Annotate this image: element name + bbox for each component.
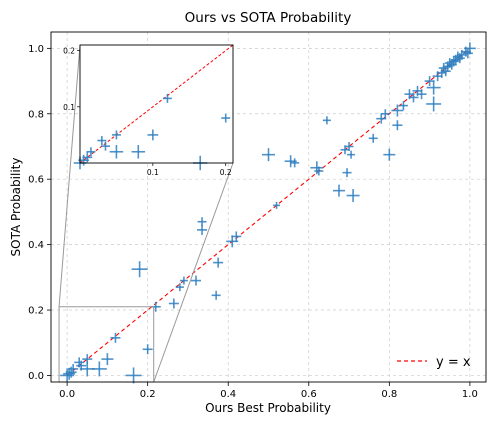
data-point xyxy=(273,201,281,209)
inset-data-point xyxy=(131,145,146,159)
x-tick-label: 0.4 xyxy=(220,389,236,400)
data-point xyxy=(462,48,473,59)
inset-data-point xyxy=(101,141,110,151)
x-tick-label: 1.0 xyxy=(462,389,478,400)
legend: y = x xyxy=(397,355,471,370)
data-point xyxy=(60,368,75,383)
data-point xyxy=(68,363,79,374)
inset-data-point xyxy=(97,136,107,146)
inset-data-point xyxy=(221,113,231,123)
data-point xyxy=(179,276,188,285)
data-point xyxy=(380,109,390,119)
data-point xyxy=(391,104,404,117)
data-point xyxy=(168,298,179,309)
inset-data-point xyxy=(147,129,159,141)
data-point xyxy=(392,120,403,131)
data-point xyxy=(398,101,408,111)
data-point xyxy=(368,133,378,143)
data-point xyxy=(211,290,221,300)
chart-title: Ours vs SOTA Probability xyxy=(185,10,352,26)
inset-frame xyxy=(79,44,234,164)
data-point xyxy=(426,96,442,112)
data-point xyxy=(101,353,114,366)
data-point xyxy=(125,367,142,384)
data-point xyxy=(290,158,300,168)
inset-data-point xyxy=(111,130,121,140)
data-point xyxy=(110,332,121,343)
inset-data-point xyxy=(162,93,172,103)
x-axis-ticks: 0.0 0.2 0.4 0.6 0.8 1.0 xyxy=(59,382,478,400)
data-point xyxy=(131,261,148,278)
data-point xyxy=(213,257,224,268)
y-tick-label: 0.8 xyxy=(28,109,44,120)
inset-plot: 0.1 0.2 0.1 0.2 xyxy=(63,44,234,177)
data-point xyxy=(191,275,201,286)
data-point xyxy=(344,141,354,151)
data-point xyxy=(408,92,419,103)
y-tick-label: 0.4 xyxy=(28,240,44,251)
y-tick-label: 1.0 xyxy=(28,44,44,55)
data-point xyxy=(440,66,451,77)
y-axis-ticks: 0.0 0.2 0.4 0.6 0.8 1.0 xyxy=(28,44,51,382)
data-point xyxy=(314,166,324,176)
legend-label: y = x xyxy=(436,355,471,370)
data-point xyxy=(322,116,331,125)
data-point xyxy=(142,344,153,355)
data-point xyxy=(231,231,242,242)
data-points xyxy=(60,42,476,384)
data-point xyxy=(463,42,476,55)
x-tick-label: 0.2 xyxy=(140,389,156,400)
data-point xyxy=(262,148,275,162)
x-tick-label: 0.8 xyxy=(381,389,397,400)
identity-line xyxy=(66,47,471,376)
inset-x-tick-label: 0.2 xyxy=(220,168,232,177)
data-point xyxy=(197,217,207,227)
reference-line xyxy=(66,47,471,376)
data-point xyxy=(376,113,387,124)
zoom-connector xyxy=(153,162,234,383)
x-tick-label: 0.6 xyxy=(301,389,317,400)
data-point xyxy=(310,161,324,175)
zoom-connector xyxy=(58,44,81,307)
inset-data-point xyxy=(109,145,124,159)
x-axis-label: Ours Best Probability xyxy=(205,401,331,415)
inset-x-tick-label: 0.1 xyxy=(147,168,159,177)
data-point xyxy=(175,283,184,292)
inset-data-point xyxy=(86,147,96,157)
data-point xyxy=(197,224,208,235)
inset-y-tick-label: 0.1 xyxy=(63,103,75,112)
y-tick-label: 0.2 xyxy=(28,306,44,317)
data-point xyxy=(347,150,356,159)
inset-y-tick-label: 0.2 xyxy=(63,47,75,56)
data-point xyxy=(426,80,441,95)
data-point xyxy=(346,189,360,203)
data-point xyxy=(416,89,427,100)
inset-data-point xyxy=(82,152,93,163)
y-axis-label: SOTA Probability xyxy=(9,158,23,257)
data-point xyxy=(91,361,107,377)
y-tick-label: 0.6 xyxy=(28,175,44,186)
plot-frame xyxy=(50,31,487,383)
data-point xyxy=(342,168,352,178)
data-point xyxy=(383,148,396,161)
x-tick-label: 0.0 xyxy=(59,389,75,400)
y-tick-label: 0.0 xyxy=(28,371,44,382)
data-point xyxy=(332,184,345,197)
